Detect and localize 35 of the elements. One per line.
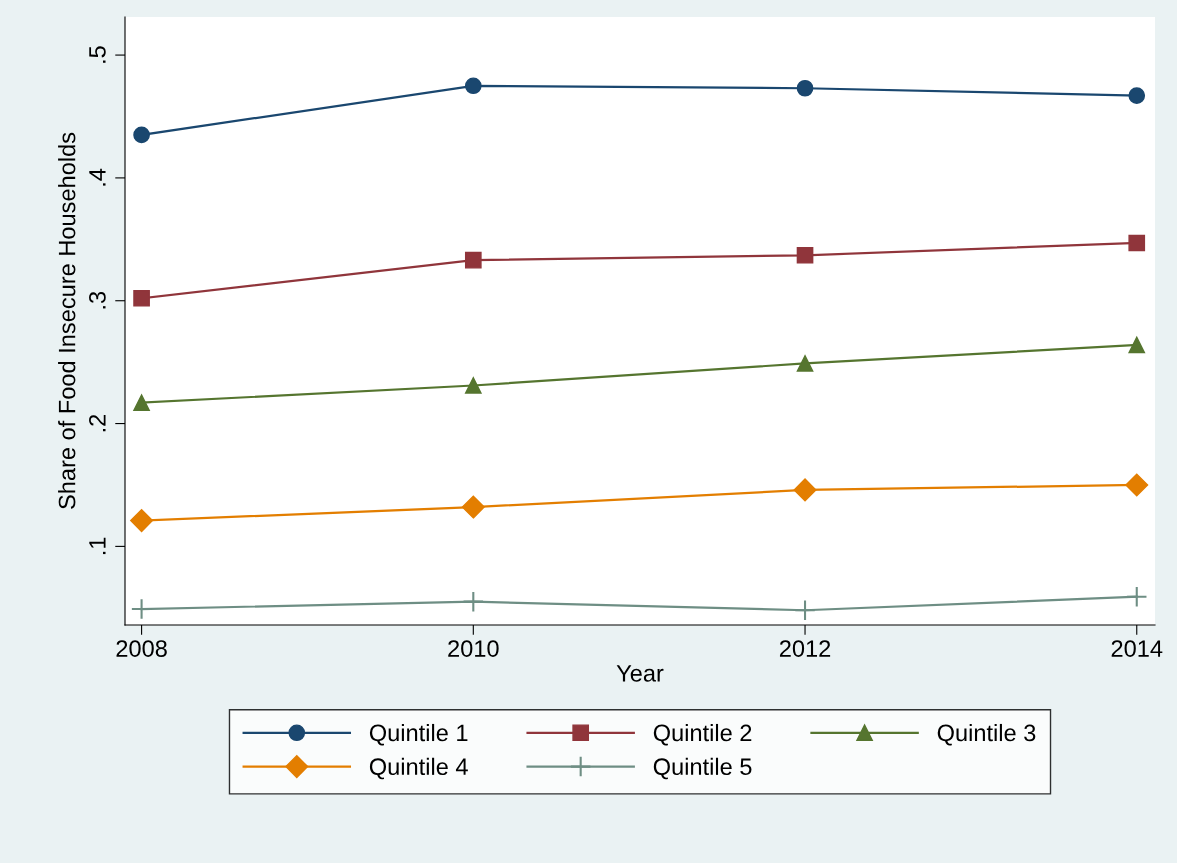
y-tick-label: .5 <box>89 46 106 63</box>
point <box>133 289 150 307</box>
legend-label: Quintile 3 <box>937 723 1036 746</box>
x-tick-label: 2014 <box>1111 640 1163 657</box>
y-axis-title: Share of Food Insecure Households <box>58 132 76 509</box>
point <box>133 126 150 144</box>
legend-label: Quintile 2 <box>653 723 752 746</box>
point <box>1125 473 1149 497</box>
legend-label: Quintile 5 <box>653 757 752 780</box>
point <box>1125 585 1148 608</box>
point <box>796 246 814 264</box>
point <box>796 79 814 97</box>
point <box>794 599 816 622</box>
legend-label: Quintile 1 <box>369 723 468 746</box>
point <box>461 495 485 519</box>
point <box>133 394 150 412</box>
point <box>464 77 482 95</box>
point <box>130 509 154 533</box>
point <box>464 251 482 269</box>
point <box>1128 336 1146 354</box>
point <box>793 478 817 502</box>
x-tick-label: 2008 <box>116 640 167 657</box>
legend-label: Quintile 4 <box>369 757 468 780</box>
x-tick-label: 2012 <box>779 640 831 657</box>
point <box>1128 234 1146 252</box>
x-axis-title: Year <box>616 665 664 682</box>
y-tick-label: .4 <box>89 168 106 186</box>
point <box>796 355 814 372</box>
point <box>1128 87 1146 104</box>
y-tick-label: .1 <box>89 537 106 555</box>
x-tick-label: 2010 <box>448 640 499 657</box>
point <box>464 377 482 394</box>
y-tick-label: .3 <box>89 291 106 309</box>
point <box>462 590 485 613</box>
y-tick-label: .2 <box>89 414 106 432</box>
